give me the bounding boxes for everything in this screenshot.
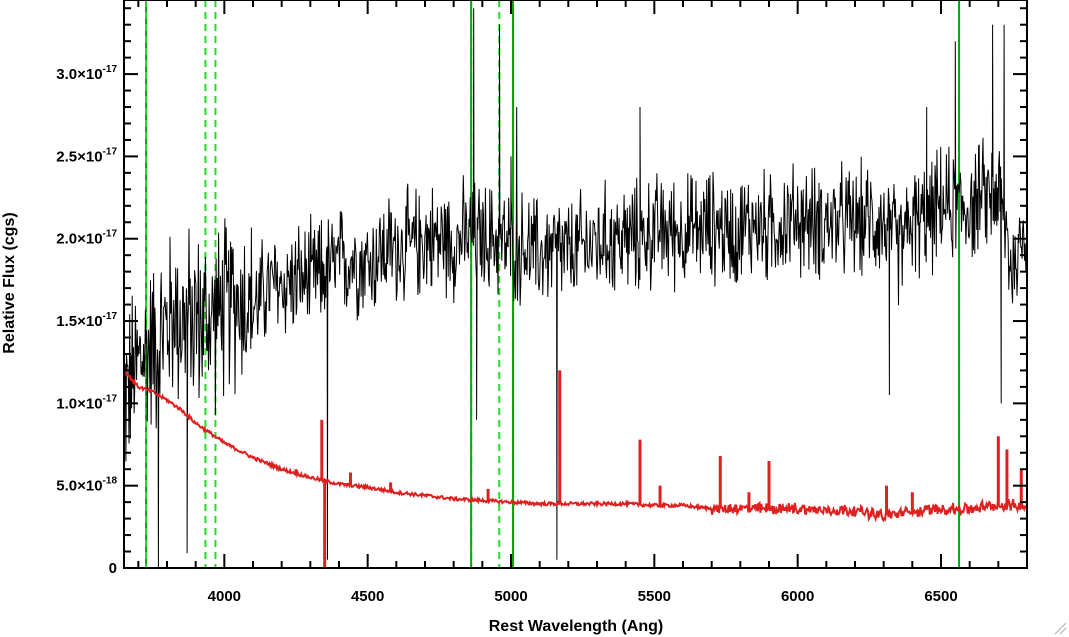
x-tick-label: 6500 [924,588,957,605]
template-spectrum-line [124,370,1027,523]
y-tick-label: 1.0×10-17 [56,393,117,412]
plot-frame [123,0,1028,569]
y-tick-label: 3.0×10-17 [56,64,117,83]
x-axis-title: Rest Wavelength (Ang) [489,618,664,635]
resize-grip-icon[interactable] [1053,621,1067,635]
x-tick-label: 5000 [494,588,527,605]
x-tick-label: 6000 [781,588,814,605]
y-tick-label: 5.0×10-18 [56,476,117,495]
observed-spectrum-line [124,8,1027,568]
emission-line-markers [145,0,961,568]
x-tick-label: 4500 [351,588,384,605]
y-axis-title: Relative Flux (cgs) [1,212,18,353]
y-tick-label: 0 [109,560,117,577]
plot-axes: 4000 4500 5000 5500 6000 6500 0 5.0×10-18 1.0×10… [56,0,1028,605]
y-tick-label: 1.5×10-17 [56,311,117,330]
x-tick-label: 5500 [638,588,671,605]
series-layer [124,8,1027,568]
y-tick-label: 2.0×10-17 [56,229,117,248]
y-tick-label: 2.5×10-17 [56,146,117,165]
x-tick-label: 4000 [208,588,241,605]
